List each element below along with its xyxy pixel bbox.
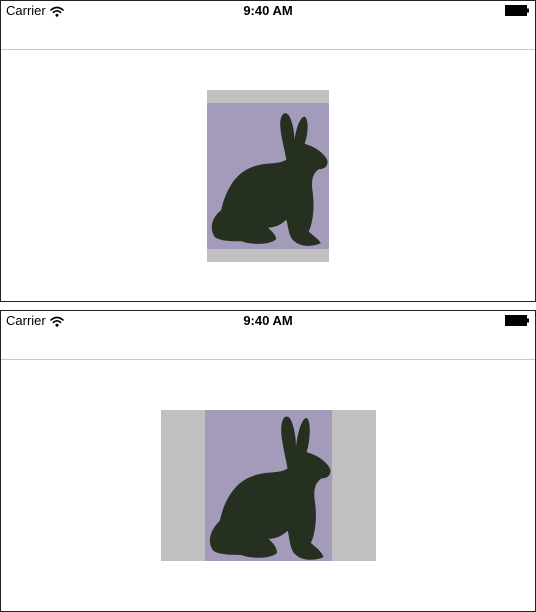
- rabbit-silhouette: [211, 113, 328, 246]
- carrier-label: Carrier: [6, 3, 46, 18]
- battery-icon: [505, 5, 529, 16]
- status-time: 9:40 AM: [243, 3, 293, 18]
- image-view: [207, 90, 329, 262]
- wifi-icon: [49, 6, 64, 17]
- battery-icon: [505, 315, 529, 326]
- image-view: [161, 410, 376, 561]
- carrier-group: Carrier: [6, 4, 64, 18]
- navigation-bar: [1, 331, 535, 360]
- carrier-group: Carrier: [6, 314, 64, 328]
- navigation-bar: [1, 21, 535, 50]
- carrier-label: Carrier: [6, 313, 46, 328]
- status-bar: Carrier 9:40 AM: [1, 311, 535, 331]
- rabbit-image: [205, 410, 332, 561]
- status-bar: Carrier 9:40 AM: [1, 1, 535, 21]
- wifi-icon: [49, 316, 64, 327]
- phone-screen-bottom: Carrier 9:40 AM: [0, 310, 536, 612]
- phone-screen-top: Carrier 9:40 AM: [0, 0, 536, 302]
- status-time: 9:40 AM: [243, 313, 293, 328]
- rabbit-image: [207, 103, 329, 249]
- rabbit-silhouette: [209, 416, 331, 560]
